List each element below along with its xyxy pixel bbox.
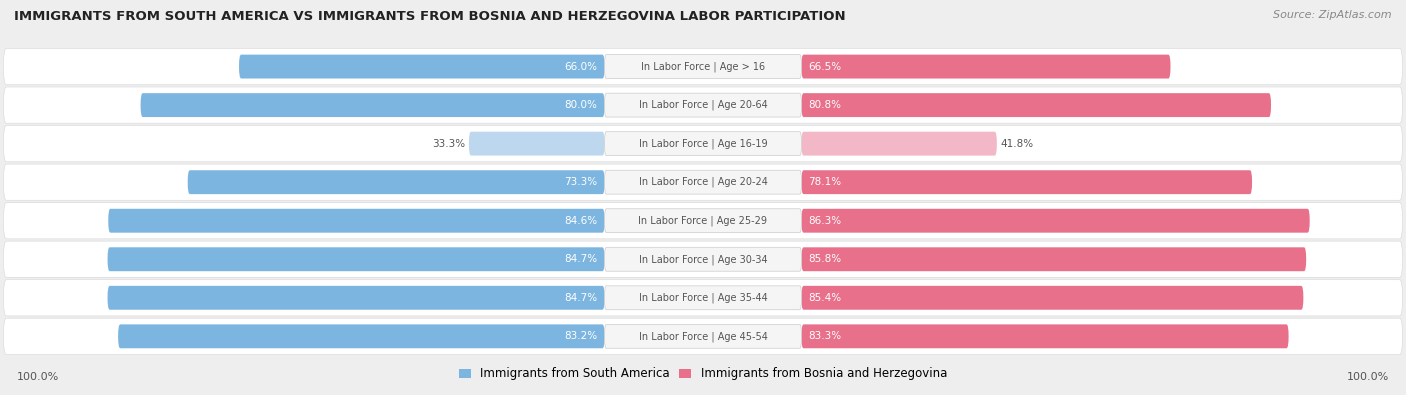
FancyBboxPatch shape (801, 324, 1289, 348)
FancyBboxPatch shape (3, 164, 1403, 200)
Text: 84.6%: 84.6% (564, 216, 598, 226)
Text: 83.2%: 83.2% (564, 331, 598, 341)
Text: In Labor Force | Age 20-24: In Labor Force | Age 20-24 (638, 177, 768, 188)
FancyBboxPatch shape (118, 324, 605, 348)
Text: 73.3%: 73.3% (564, 177, 598, 187)
Text: 66.5%: 66.5% (808, 62, 842, 71)
Text: 85.8%: 85.8% (808, 254, 842, 264)
Text: In Labor Force | Age 45-54: In Labor Force | Age 45-54 (638, 331, 768, 342)
FancyBboxPatch shape (801, 247, 1306, 271)
FancyBboxPatch shape (605, 209, 801, 233)
FancyBboxPatch shape (605, 93, 801, 117)
FancyBboxPatch shape (605, 55, 801, 79)
FancyBboxPatch shape (801, 132, 997, 156)
Text: IMMIGRANTS FROM SOUTH AMERICA VS IMMIGRANTS FROM BOSNIA AND HERZEGOVINA LABOR PA: IMMIGRANTS FROM SOUTH AMERICA VS IMMIGRA… (14, 10, 845, 23)
FancyBboxPatch shape (108, 209, 605, 233)
FancyBboxPatch shape (107, 247, 605, 271)
FancyBboxPatch shape (3, 318, 1403, 354)
Text: In Labor Force | Age > 16: In Labor Force | Age > 16 (641, 61, 765, 72)
FancyBboxPatch shape (605, 247, 801, 271)
Text: 85.4%: 85.4% (808, 293, 842, 303)
Text: 86.3%: 86.3% (808, 216, 842, 226)
Text: 66.0%: 66.0% (565, 62, 598, 71)
Text: In Labor Force | Age 30-34: In Labor Force | Age 30-34 (638, 254, 768, 265)
FancyBboxPatch shape (188, 170, 605, 194)
FancyBboxPatch shape (801, 55, 1170, 79)
Text: In Labor Force | Age 35-44: In Labor Force | Age 35-44 (638, 293, 768, 303)
Text: In Labor Force | Age 16-19: In Labor Force | Age 16-19 (638, 138, 768, 149)
Text: 84.7%: 84.7% (564, 254, 598, 264)
FancyBboxPatch shape (3, 203, 1403, 239)
FancyBboxPatch shape (605, 170, 801, 194)
Text: 83.3%: 83.3% (808, 331, 842, 341)
Text: 80.8%: 80.8% (808, 100, 841, 110)
Text: 100.0%: 100.0% (1347, 372, 1389, 382)
FancyBboxPatch shape (239, 55, 605, 79)
Text: In Labor Force | Age 25-29: In Labor Force | Age 25-29 (638, 215, 768, 226)
Text: 84.7%: 84.7% (564, 293, 598, 303)
FancyBboxPatch shape (801, 93, 1271, 117)
FancyBboxPatch shape (801, 170, 1253, 194)
Legend: Immigrants from South America, Immigrants from Bosnia and Herzegovina: Immigrants from South America, Immigrant… (454, 363, 952, 385)
FancyBboxPatch shape (3, 87, 1403, 123)
FancyBboxPatch shape (107, 286, 605, 310)
FancyBboxPatch shape (470, 132, 605, 156)
FancyBboxPatch shape (605, 286, 801, 310)
Text: 33.3%: 33.3% (432, 139, 465, 149)
FancyBboxPatch shape (801, 286, 1303, 310)
Text: 41.8%: 41.8% (1001, 139, 1033, 149)
FancyBboxPatch shape (605, 132, 801, 156)
FancyBboxPatch shape (3, 280, 1403, 316)
FancyBboxPatch shape (605, 324, 801, 348)
FancyBboxPatch shape (141, 93, 605, 117)
Text: In Labor Force | Age 20-64: In Labor Force | Age 20-64 (638, 100, 768, 110)
FancyBboxPatch shape (801, 209, 1309, 233)
Text: 80.0%: 80.0% (565, 100, 598, 110)
Text: 78.1%: 78.1% (808, 177, 842, 187)
FancyBboxPatch shape (3, 241, 1403, 277)
Text: Source: ZipAtlas.com: Source: ZipAtlas.com (1274, 10, 1392, 20)
FancyBboxPatch shape (3, 49, 1403, 85)
FancyBboxPatch shape (3, 126, 1403, 162)
Text: 100.0%: 100.0% (17, 372, 59, 382)
